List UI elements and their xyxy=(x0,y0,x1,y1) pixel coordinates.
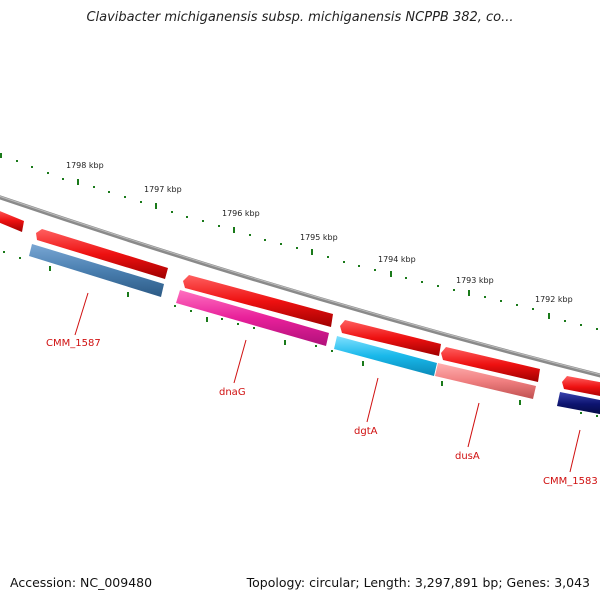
tick-mark xyxy=(580,412,582,414)
tick-mark xyxy=(221,318,223,320)
tick-mark xyxy=(468,290,470,296)
tick-mark xyxy=(315,345,317,347)
cds-forward[interactable] xyxy=(340,320,441,356)
tick-mark xyxy=(62,178,64,180)
tick-label: 1793 kbp xyxy=(456,276,494,285)
tick-mark xyxy=(155,203,157,209)
tick-mark xyxy=(500,300,502,302)
gene-labels: CMM_1587 dnaG dgtA dusA CMM_1583 xyxy=(46,338,598,487)
tick-mark xyxy=(519,400,521,405)
gene-label-dusa[interactable]: dusA xyxy=(455,451,480,462)
tick-mark xyxy=(49,266,51,271)
tick-label: 1794 kbp xyxy=(378,255,416,264)
tick-mark xyxy=(190,310,192,312)
tick-mark xyxy=(331,350,333,352)
gene-track xyxy=(29,244,600,416)
cds-forward[interactable] xyxy=(562,376,600,398)
tick-mark xyxy=(174,305,176,307)
tick-mark xyxy=(284,340,286,345)
tick-label: 1796 kbp xyxy=(222,209,260,218)
gene-cmm-1583-bar[interactable] xyxy=(557,392,600,416)
tick-mark xyxy=(140,201,142,203)
genome-summary-text: Topology: circular; Length: 3,297,891 bp… xyxy=(246,575,590,590)
tick-mark xyxy=(296,247,298,249)
tick-mark xyxy=(343,261,345,263)
tick-mark xyxy=(218,225,220,227)
tick-mark xyxy=(31,166,33,168)
tick-mark xyxy=(441,381,443,386)
cds-forward[interactable] xyxy=(183,275,333,327)
tick-labels: 1798 kbp 1797 kbp 1796 kbp 1795 kbp 1794… xyxy=(66,161,573,304)
forward-cds-track xyxy=(0,209,600,398)
tick-mark xyxy=(108,191,110,193)
tick-mark xyxy=(124,196,126,198)
tick-mark xyxy=(374,269,376,271)
tick-mark xyxy=(0,153,2,158)
gene-cmm-1587-bar[interactable] xyxy=(29,244,164,297)
tick-mark xyxy=(237,323,239,325)
tick-mark xyxy=(77,179,79,185)
tick-mark xyxy=(580,324,582,326)
tick-mark xyxy=(516,304,518,306)
tick-mark xyxy=(16,160,18,162)
backbone-highlight xyxy=(0,195,600,375)
tick-mark xyxy=(548,313,550,319)
tick-mark xyxy=(596,415,598,417)
gene-label-cmm-1583[interactable]: CMM_1583 xyxy=(543,476,598,487)
gene-label-cmm-1587[interactable]: CMM_1587 xyxy=(46,338,101,349)
tick-label: 1792 kbp xyxy=(535,295,573,304)
tick-label: 1795 kbp xyxy=(300,233,338,242)
gene-dusa-bar[interactable] xyxy=(435,363,536,399)
tick-mark xyxy=(564,320,566,322)
tick-mark xyxy=(362,361,364,366)
backbone-line xyxy=(0,195,600,378)
tick-mark xyxy=(249,234,251,236)
gene-dgta-bar[interactable] xyxy=(334,336,437,376)
leader-line xyxy=(569,429,581,473)
tick-mark xyxy=(264,239,266,241)
tick-mark xyxy=(358,265,360,267)
gene-dnag-bar[interactable] xyxy=(176,290,329,346)
inner-tick-track xyxy=(3,251,598,417)
cds-forward[interactable] xyxy=(441,347,540,382)
leader-line xyxy=(366,377,379,423)
cds-forward[interactable] xyxy=(0,209,24,232)
label-leader-lines xyxy=(74,292,581,473)
tick-mark xyxy=(327,256,329,258)
tick-mark xyxy=(186,216,188,218)
gene-label-dgta[interactable]: dgtA xyxy=(354,426,378,437)
tick-mark xyxy=(596,328,598,330)
tick-mark xyxy=(453,289,455,291)
tick-mark xyxy=(484,296,486,298)
tick-mark xyxy=(280,243,282,245)
tick-mark xyxy=(532,308,534,310)
outer-tick-track xyxy=(0,153,598,330)
leader-line xyxy=(74,292,89,336)
accession-text: Accession: NC_009480 xyxy=(10,575,153,590)
tick-mark xyxy=(127,292,129,297)
gene-label-dnag[interactable]: dnaG xyxy=(219,387,246,398)
leader-line xyxy=(467,402,480,448)
tick-mark xyxy=(3,251,5,253)
tick-label: 1797 kbp xyxy=(144,185,182,194)
tick-mark xyxy=(19,257,21,259)
tick-mark xyxy=(93,186,95,188)
leader-line xyxy=(233,339,247,384)
tick-mark xyxy=(202,220,204,222)
tick-mark xyxy=(233,227,235,233)
tick-mark xyxy=(405,277,407,279)
tick-mark xyxy=(47,172,49,174)
tick-mark xyxy=(390,271,392,277)
map-title: Clavibacter michiganensis subsp. michiga… xyxy=(86,10,514,25)
tick-mark xyxy=(437,285,439,287)
tick-mark xyxy=(421,281,423,283)
tick-mark xyxy=(253,327,255,329)
tick-mark xyxy=(206,317,208,322)
tick-label: 1798 kbp xyxy=(66,161,104,170)
cds-forward[interactable] xyxy=(36,229,168,279)
tick-mark xyxy=(171,211,173,213)
tick-mark xyxy=(311,249,313,255)
